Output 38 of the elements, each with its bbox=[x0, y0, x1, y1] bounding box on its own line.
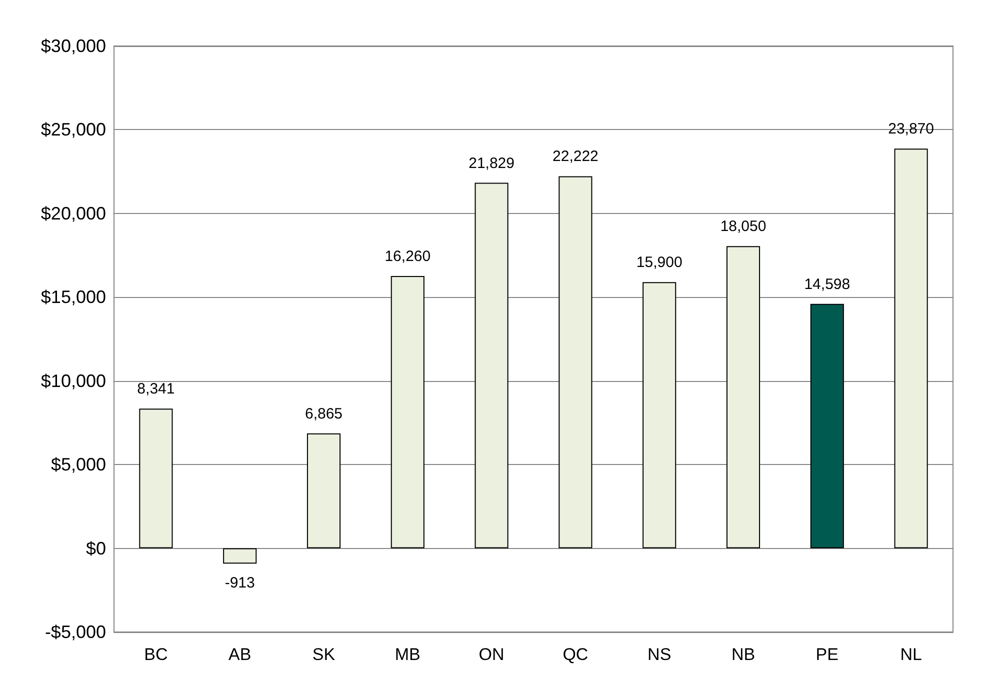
bar bbox=[223, 548, 257, 564]
data-label: 18,050 bbox=[720, 218, 766, 236]
y-tick-label: $25,000 bbox=[40, 120, 106, 140]
data-label: -913 bbox=[224, 574, 255, 592]
bar bbox=[558, 176, 592, 548]
x-tick-label: MB bbox=[394, 645, 420, 664]
data-label: 23,870 bbox=[888, 120, 934, 138]
data-label: 15,900 bbox=[636, 254, 682, 272]
x-tick-label: QC bbox=[562, 645, 588, 664]
bar bbox=[474, 182, 508, 548]
y-tick-label: -$5,000 bbox=[44, 622, 106, 642]
x-tick-label: ON bbox=[478, 645, 504, 664]
bar bbox=[894, 148, 928, 548]
y-tick-label: $15,000 bbox=[40, 287, 106, 308]
bar bbox=[810, 304, 844, 548]
x-tick-label: AB bbox=[228, 645, 252, 664]
data-label: 21,829 bbox=[468, 154, 514, 172]
x-tick-label: PE bbox=[816, 645, 838, 664]
bar bbox=[139, 408, 173, 548]
data-label: 16,260 bbox=[384, 248, 431, 266]
x-tick-label: BC bbox=[144, 645, 168, 664]
data-label: 8,341 bbox=[137, 380, 175, 398]
x-tick-label: NS bbox=[648, 645, 672, 664]
bar bbox=[390, 276, 424, 548]
y-tick-label: $0 bbox=[86, 538, 106, 558]
x-tick-label: NL bbox=[900, 645, 922, 664]
bar bbox=[306, 433, 341, 548]
bar bbox=[726, 246, 760, 548]
y-tick-label: $20,000 bbox=[40, 203, 106, 224]
bar bbox=[642, 282, 676, 548]
y-tick-label: $10,000 bbox=[40, 370, 106, 391]
x-tick-label: NB bbox=[731, 645, 756, 664]
y-tick-label: $5,000 bbox=[50, 454, 106, 475]
x-tick-label: SK bbox=[312, 645, 336, 664]
y-tick-label: $30,000 bbox=[40, 36, 106, 56]
data-label: 6,865 bbox=[304, 405, 343, 422]
data-label: 14,598 bbox=[804, 276, 850, 293]
data-label: 22,222 bbox=[552, 148, 598, 166]
